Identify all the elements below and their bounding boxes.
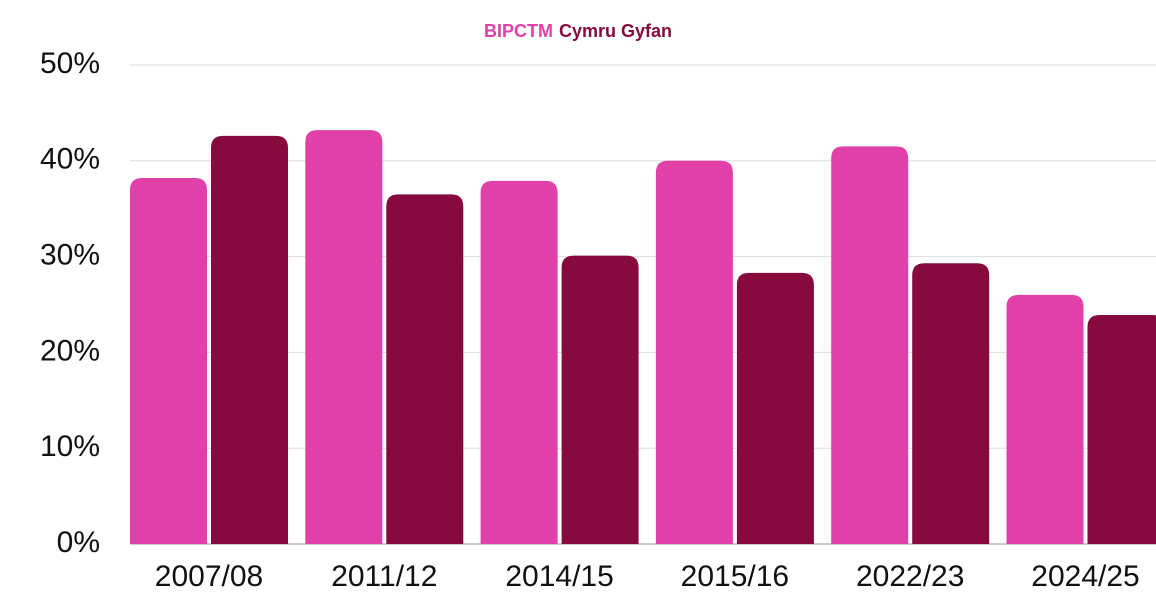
bar [912,263,990,544]
bar [130,178,207,544]
bar [831,146,909,544]
y-tick-label: 10% [40,430,100,463]
bar [561,255,639,544]
legend-entry: Cymru Gyfan [559,21,672,41]
x-tick-label: 2022/23 [856,560,964,593]
bar [736,272,814,544]
y-tick-label: 40% [40,143,100,176]
legend-entry: BIPCTM [484,21,553,41]
x-tick-label: 2024/25 [1031,560,1139,593]
x-tick-label: 2015/16 [681,560,789,593]
bar [480,180,558,544]
legend: BIPCTM Cymru Gyfan [484,21,672,41]
bar [305,130,383,545]
y-tick-label: 50% [40,47,100,80]
bar [1006,294,1084,544]
bar [655,160,733,545]
y-tick-label: 30% [40,239,100,272]
x-tick-label: 2007/08 [155,560,263,593]
y-tick-label: 20% [40,334,100,367]
bar [1087,315,1156,544]
bar [211,135,288,544]
bar [386,194,464,544]
x-tick-label: 2011/12 [331,560,437,593]
x-tick-label: 2014/15 [505,560,613,593]
y-tick-label: 0% [57,526,100,559]
